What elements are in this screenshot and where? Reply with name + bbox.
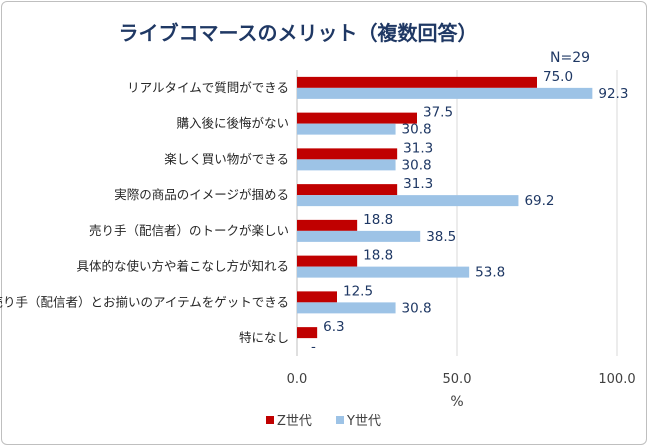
category-label: 売り手（配信者）とお揃いのアイテムをゲットできる	[0, 294, 289, 309]
bars	[297, 76, 593, 339]
data-label: 31.3	[403, 176, 433, 192]
x-tick-label: 50.0	[443, 372, 472, 387]
data-label: 38.5	[426, 229, 456, 245]
data-label: 6.3	[323, 319, 344, 335]
data-label: 69.2	[524, 193, 554, 209]
category-label: 特になし	[239, 330, 289, 345]
data-label: 75.0	[543, 69, 573, 85]
sample-size-note: N=29	[550, 50, 590, 66]
data-label: 92.3	[598, 86, 628, 102]
data-label: 37.5	[423, 105, 453, 121]
category-label: 売り手（配信者）のトークが楽しい	[89, 223, 289, 238]
data-label: 30.8	[402, 122, 432, 138]
bar	[297, 255, 358, 267]
bar	[297, 184, 398, 196]
legend-label: Y世代	[346, 414, 381, 429]
x-axis-title: %	[450, 394, 463, 410]
data-label: 30.8	[402, 157, 432, 173]
bar	[297, 291, 337, 303]
bar	[297, 123, 396, 135]
x-tick-label: 100.0	[598, 372, 635, 387]
bar	[297, 219, 358, 231]
category-label: 楽しく買い物ができる	[164, 151, 289, 166]
bar	[297, 195, 519, 207]
data-label: 18.8	[363, 212, 393, 228]
category-label: リアルタイムで質問ができる	[127, 80, 289, 95]
x-tick-label: 0.0	[287, 372, 308, 387]
bar	[297, 230, 421, 242]
category-label: 具体的な使い方や着こなし方が知れる	[76, 259, 289, 274]
bar	[297, 87, 593, 99]
legend-swatch	[336, 416, 344, 424]
bar	[297, 159, 396, 171]
data-label: 31.3	[403, 140, 433, 156]
bar	[297, 266, 470, 278]
data-label: 30.8	[402, 300, 432, 316]
data-label: -	[311, 339, 316, 355]
category-label: 実際の商品のイメージが掴める	[114, 187, 289, 202]
legend-swatch	[266, 416, 274, 424]
labels: リアルタイムで質問ができる75.092.3購入後に後悔がない37.530.8楽し…	[0, 69, 628, 355]
bar	[297, 76, 537, 88]
legend: Z世代 Y世代	[266, 414, 381, 429]
data-label: 18.8	[363, 248, 393, 264]
bar	[297, 302, 396, 314]
chart-title: ライブコマースのメリット（複数回答）	[119, 21, 478, 45]
data-label: 12.5	[343, 283, 373, 299]
bar	[297, 112, 417, 124]
bar	[297, 327, 318, 339]
data-label: 53.8	[475, 265, 505, 281]
category-label: 購入後に後悔がない	[176, 116, 289, 131]
bar	[297, 148, 398, 160]
legend-label: Z世代	[277, 414, 312, 429]
